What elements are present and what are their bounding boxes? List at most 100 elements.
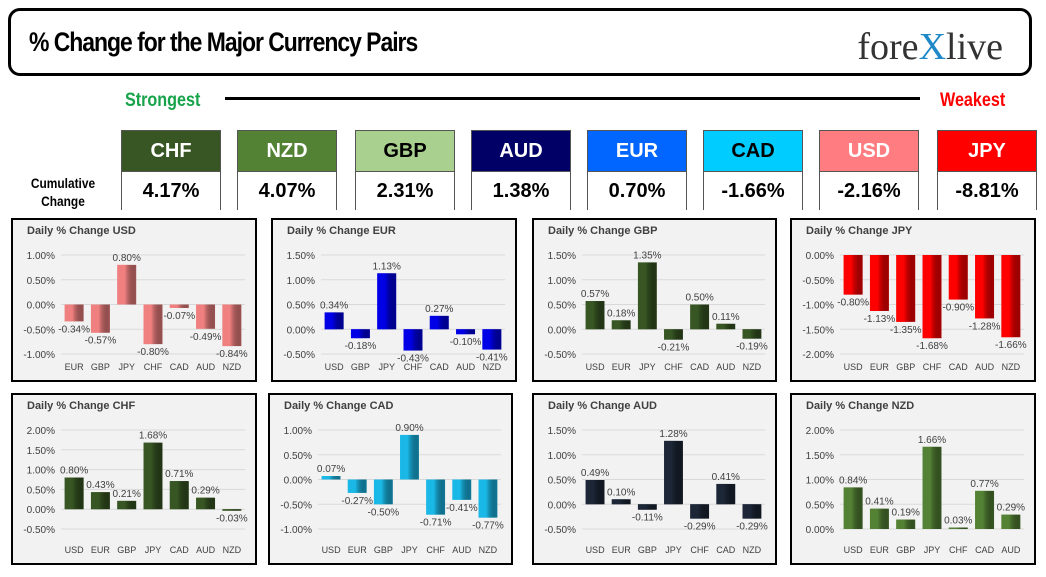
- bar-shade: [426, 479, 446, 515]
- y-tick-label: 0.00%: [27, 505, 55, 516]
- x-tick-label: AUD: [196, 362, 216, 372]
- x-tick-label: USD: [65, 545, 85, 555]
- x-tick-label: EUR: [612, 545, 632, 555]
- weakest-label: Weakest: [940, 90, 1006, 111]
- data-label: 0.43%: [86, 480, 114, 491]
- chart-panel: Daily % Change CHF 2.00% 1.50% 1.00% 0.50% 0.…: [11, 393, 257, 565]
- data-label: 0.29%: [997, 503, 1025, 514]
- currency-box-aud: AUD 1.38%: [471, 130, 571, 211]
- data-label: 0.18%: [607, 308, 635, 319]
- bar-shade: [482, 329, 502, 350]
- y-tick-label: -1.00%: [802, 301, 834, 312]
- data-label: -0.77%: [472, 521, 504, 532]
- bar-shade: [452, 479, 472, 500]
- x-tick-label: GBP: [117, 545, 136, 555]
- y-tick-label: -0.50%: [802, 276, 834, 287]
- chart-panel: Daily % Change AUD 1.50% 1.00% 0.50% 0.00% -0…: [532, 393, 777, 565]
- x-tick-label: NZD: [479, 545, 498, 555]
- currency-box-jpy: JPY -8.81%: [937, 130, 1037, 211]
- data-label: 0.71%: [165, 469, 193, 480]
- bar-shade: [637, 262, 657, 330]
- y-tick-label: 1.50%: [287, 251, 315, 262]
- bar-chart: 1.50% 1.00% 0.50% 0.00% -0.50% 0.49% USD 0.10% E…: [544, 426, 768, 555]
- x-tick-label: CAD: [690, 362, 710, 372]
- bar-chart: 2.00% 1.50% 1.00% 0.50% 0.00% -0.50% 0.80% USD 0…: [23, 426, 247, 555]
- chart-panel: Daily % Change USD 1.00% 0.50% 0.00% -0.50% -…: [11, 218, 257, 382]
- data-label: 1.68%: [139, 431, 167, 442]
- x-tick-label: NZD: [743, 362, 762, 372]
- bar-chart: 2.00% 1.50% 1.00% 0.50% 0.00% 0.84% USD 0.41% EU…: [806, 426, 1025, 555]
- bar-shade: [742, 329, 762, 339]
- data-label: 1.13%: [373, 261, 401, 272]
- data-label: -0.19%: [736, 342, 768, 353]
- currency-box-eur: EUR 0.70%: [587, 130, 687, 211]
- y-tick-label: 1.00%: [284, 426, 312, 437]
- data-label: 0.03%: [944, 516, 972, 527]
- bar-shade: [1001, 255, 1021, 338]
- bar-shade: [922, 446, 942, 529]
- x-tick-label: GBP: [351, 362, 370, 372]
- data-label: -0.07%: [163, 311, 195, 322]
- data-label: -0.80%: [137, 347, 169, 358]
- x-tick-label: AUD: [196, 545, 216, 555]
- data-label: 0.07%: [317, 464, 345, 475]
- data-label: -1.68%: [916, 341, 948, 352]
- y-tick-label: -2.00%: [802, 350, 834, 361]
- data-label: 0.11%: [712, 312, 740, 323]
- bar-shade: [869, 255, 889, 311]
- x-tick-label: USD: [586, 545, 606, 555]
- y-tick-label: -0.50%: [23, 325, 55, 336]
- y-tick-label: 0.50%: [27, 276, 55, 287]
- page-title: % Change for the Major Currency Pairs: [29, 27, 418, 57]
- currency-box-usd: USD -2.16%: [819, 130, 919, 211]
- bar-shade: [843, 255, 863, 295]
- x-tick-label: CAD: [170, 545, 190, 555]
- bar-shade: [90, 304, 110, 333]
- data-label: -1.28%: [969, 321, 1001, 332]
- bar-shade: [585, 479, 605, 505]
- currency-box-nzd: NZD 4.07%: [237, 130, 337, 211]
- bar-shade: [117, 264, 137, 305]
- y-tick-label: 0.50%: [284, 451, 312, 462]
- x-tick-label: NZD: [223, 362, 242, 372]
- bar-chart: 0.00% -0.50% -1.00% -1.50% -2.00% -0.80% USD -1…: [802, 251, 1026, 372]
- strongest-label: Strongest: [125, 90, 201, 111]
- x-tick-label: USD: [586, 362, 606, 372]
- bar-shade: [117, 500, 137, 510]
- x-tick-label: JPY: [665, 545, 682, 555]
- chart-title: Daily % Change JPY: [806, 225, 913, 237]
- x-tick-label: AUD: [716, 362, 736, 372]
- chart-panel: Daily % Change GBP 1.50% 1.00% 0.50% 0.00% -0…: [532, 218, 777, 382]
- chart-title: Daily % Change GBP: [548, 225, 658, 237]
- y-tick-label: 0.00%: [548, 325, 576, 336]
- cumulative-value: 4.07%: [238, 172, 336, 211]
- x-tick-label: JPY: [145, 545, 162, 555]
- y-tick-label: 1.50%: [548, 426, 576, 437]
- cumulative-value: 0.70%: [588, 172, 686, 211]
- currency-code: CHF: [122, 131, 220, 172]
- data-label: -0.41%: [446, 503, 478, 514]
- bar-shade: [716, 483, 736, 505]
- currency-box-gbp: GBP 2.31%: [355, 130, 455, 211]
- bar-chart: 1.00% 0.50% 0.00% -0.50% -1.00% 0.07% USD -0.27…: [280, 423, 504, 555]
- y-tick-label: 0.50%: [287, 301, 315, 312]
- y-tick-label: 2.00%: [806, 426, 834, 437]
- data-label: -0.29%: [684, 522, 716, 533]
- bar-shade: [64, 304, 84, 322]
- bar-shade: [196, 497, 216, 510]
- x-tick-label: CHF: [923, 362, 942, 372]
- x-tick-label: JPY: [401, 545, 418, 555]
- bar-chart: 1.00% 0.50% 0.00% -0.50% -1.00% -0.34% EUR -0.5…: [23, 251, 247, 372]
- cumulative-value: 4.17%: [122, 172, 220, 211]
- chart-panel: Daily % Change EUR 1.50% 1.00% 0.50% 0.00% -0…: [271, 218, 517, 382]
- bar-shade: [143, 304, 163, 345]
- y-tick-label: 1.50%: [806, 451, 834, 462]
- data-label: -0.71%: [420, 518, 452, 529]
- bar-shade: [456, 329, 476, 335]
- x-tick-label: CHF: [144, 362, 163, 372]
- x-tick-label: CHF: [949, 545, 968, 555]
- x-tick-label: GBP: [638, 545, 657, 555]
- x-tick-label: GBP: [374, 545, 393, 555]
- y-tick-label: 0.50%: [27, 485, 55, 496]
- data-label: -0.49%: [190, 332, 222, 343]
